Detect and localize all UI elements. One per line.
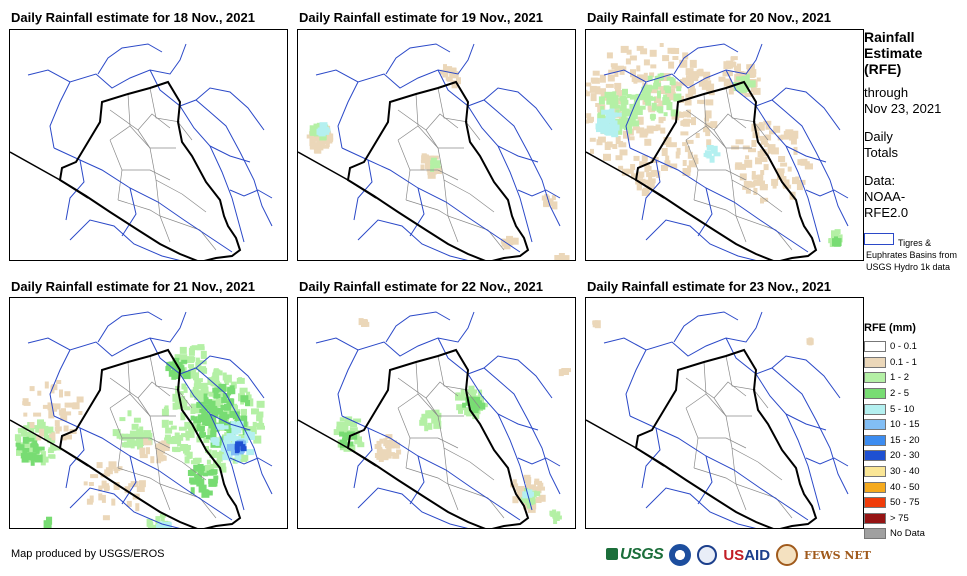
legend-item: 15 - 20 — [864, 433, 925, 449]
legend-item: 0 - 0.1 — [864, 339, 925, 355]
legend-label: 30 - 40 — [890, 466, 920, 478]
country-border — [634, 80, 818, 260]
legend-item: 1 - 2 — [864, 370, 925, 386]
legend-label: 0.1 - 1 — [890, 356, 917, 368]
legend-item: 40 - 50 — [864, 479, 925, 495]
credit-text: Map produced by USGS/EROS — [11, 548, 165, 560]
tigris-euphrates-rivers — [603, 43, 849, 260]
legend-item: > 75 — [864, 511, 925, 527]
through-date: through Nov 23, 2021 — [864, 85, 942, 116]
basin-note: Tigres & Euphrates Basins from USGS Hydr… — [866, 238, 958, 272]
map-22-nov — [297, 297, 576, 529]
legend-swatch — [864, 341, 886, 353]
tigris-euphrates-rivers — [315, 43, 561, 260]
legend-item: 0.1 - 1 — [864, 355, 925, 371]
legend-label: No Data — [890, 528, 925, 540]
usaid-logo: USAID — [723, 546, 771, 564]
panel-title-23-nov: Daily Rainfall estimate for 23 Nov., 202… — [587, 279, 831, 294]
legend-item: 30 - 40 — [864, 464, 925, 480]
panel-title-20-nov: Daily Rainfall estimate for 20 Nov., 202… — [587, 10, 831, 25]
legend-swatch — [864, 512, 886, 524]
map-19-nov — [297, 29, 576, 261]
panel-title-19-nov: Daily Rainfall estimate for 19 Nov., 202… — [299, 10, 543, 25]
legend-item: 2 - 5 — [864, 386, 925, 402]
legend-swatch — [864, 497, 886, 509]
legend-swatch — [864, 528, 886, 540]
totals-label: Daily Totals — [864, 129, 898, 160]
legend-label: 10 - 15 — [890, 419, 920, 431]
legend-swatch — [864, 481, 886, 493]
legend-swatch — [864, 388, 886, 400]
legend-label: 20 - 30 — [890, 450, 920, 462]
legend-swatch — [864, 434, 886, 446]
legend-label: 5 - 10 — [890, 403, 915, 415]
legend-item: 5 - 10 — [864, 401, 925, 417]
legend-label: 15 - 20 — [890, 434, 920, 446]
legend-swatch — [864, 356, 886, 368]
province-boundaries — [397, 355, 505, 519]
legend-swatch — [864, 466, 886, 478]
country-border — [346, 348, 530, 528]
rain-cells — [586, 43, 843, 247]
usgs-logo: USGS — [606, 546, 664, 564]
province-boundaries — [685, 87, 793, 251]
rain-cells — [14, 344, 265, 528]
tigris-euphrates-rivers — [27, 311, 273, 528]
country-border — [58, 80, 242, 260]
rain-cells — [592, 320, 814, 346]
map-23-nov — [585, 297, 864, 529]
legend-item: 50 - 75 — [864, 495, 925, 511]
legend-label: 2 - 5 — [890, 388, 910, 400]
usaid-seal-icon — [697, 545, 718, 565]
map-21-nov — [9, 297, 288, 529]
legend-item: 10 - 15 — [864, 417, 925, 433]
province-boundaries — [397, 87, 505, 251]
legend-swatch — [864, 419, 886, 431]
tigris-euphrates-rivers — [603, 311, 849, 528]
legend-label: 1 - 2 — [890, 372, 910, 384]
data-source: Data: NOAA- RFE2.0 — [864, 173, 909, 220]
legend-swatch — [864, 450, 886, 462]
province-boundaries — [109, 87, 217, 251]
legend-label: 0 - 0.1 — [890, 341, 917, 353]
legend-label: 50 - 75 — [890, 497, 920, 509]
legend-item: No Data — [864, 526, 925, 542]
map-18-nov — [9, 29, 288, 261]
panel-title-22-nov: Daily Rainfall estimate for 22 Nov., 202… — [299, 279, 543, 294]
legend: 0 - 0.1 0.1 - 1 1 - 2 2 - 5 5 - 10 10 - 15 15 … — [864, 339, 925, 542]
legend-item: 20 - 30 — [864, 448, 925, 464]
logo-strip: USGS USAID FEWS NET — [606, 541, 871, 569]
country-border — [634, 348, 818, 528]
panel-title-18-nov: Daily Rainfall estimate for 18 Nov., 202… — [11, 10, 255, 25]
map-20-nov — [585, 29, 864, 261]
legend-label: > 75 — [890, 512, 909, 524]
tigris-euphrates-rivers — [315, 311, 561, 528]
basin-outline-swatch — [864, 233, 894, 245]
country-border — [346, 80, 530, 260]
legend-swatch — [864, 372, 886, 384]
rain-cells — [306, 64, 570, 260]
tigris-euphrates-rivers — [27, 43, 273, 260]
legend-heading: Rainfall Estimate (RFE) — [864, 29, 923, 77]
fews-net-icon — [776, 544, 799, 566]
country-border — [58, 348, 242, 528]
legend-swatch — [864, 403, 886, 415]
legend-title: RFE (mm) — [864, 322, 916, 334]
panel-title-21-nov: Daily Rainfall estimate for 21 Nov., 202… — [11, 279, 255, 294]
legend-label: 40 - 50 — [890, 481, 920, 493]
province-boundaries — [685, 355, 793, 519]
province-boundaries — [109, 355, 217, 519]
fews-net-logo: FEWS NET — [804, 548, 871, 562]
noaa-logo-icon — [669, 544, 692, 566]
